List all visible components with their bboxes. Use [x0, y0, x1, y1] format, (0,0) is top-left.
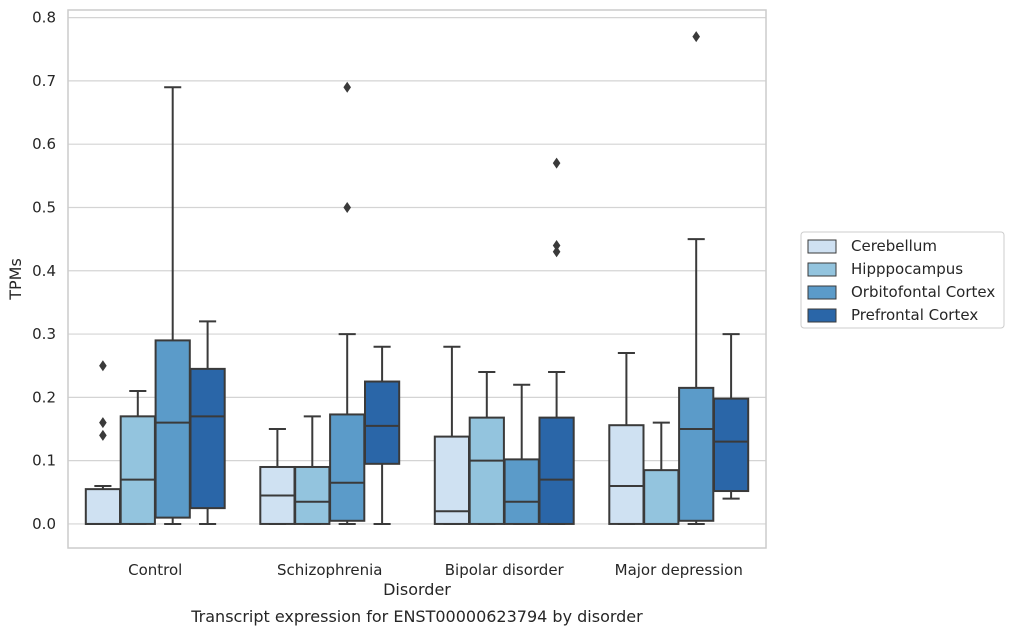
y-axis-title: TPMs — [6, 258, 25, 301]
box-group — [329, 81, 366, 525]
box-iqr — [154, 339, 191, 519]
box-group — [294, 415, 331, 525]
plot-frame — [67, 9, 767, 549]
outlier-point — [99, 360, 107, 372]
legend-label: Hipppocampus — [851, 260, 963, 278]
legend: Cerebellum Hipppocampus Orbitofontal Corte… — [800, 231, 1005, 329]
outlier-point — [343, 201, 351, 213]
box-group — [433, 345, 471, 525]
x-axis-title: Disorder — [383, 580, 451, 599]
box-iqr — [433, 435, 471, 525]
box-group — [608, 352, 645, 525]
y-tick-label: 0.8 — [32, 9, 56, 27]
y-tick-label: 0.5 — [32, 198, 56, 216]
y-tick-label: 0.4 — [32, 262, 56, 280]
x-tick-label: Control — [128, 561, 182, 579]
legend-label: Cerebellum — [851, 237, 937, 255]
y-tick-label: 0.7 — [32, 72, 56, 90]
legend-frame — [800, 231, 1005, 329]
y-tick-label: 0.0 — [32, 515, 56, 533]
box-group — [259, 428, 296, 525]
box-iqr — [678, 386, 715, 522]
box-group — [678, 31, 715, 525]
box-iqr — [712, 397, 750, 493]
legend-swatch — [807, 308, 837, 323]
box-group — [84, 360, 122, 525]
box-group — [154, 86, 191, 525]
box-group — [468, 371, 505, 525]
box-group — [119, 390, 156, 525]
box-iqr — [294, 465, 331, 525]
outlier-point — [99, 417, 107, 429]
outlier-point — [552, 157, 561, 169]
outlier-point — [692, 31, 700, 43]
legend-swatch — [807, 285, 837, 300]
box-iqr — [538, 416, 575, 525]
y-tick-label: 0.3 — [32, 325, 56, 343]
x-tick-label: Major depression — [615, 561, 743, 579]
y-tick-label: 0.6 — [32, 135, 56, 153]
box-iqr — [119, 415, 156, 525]
y-tick-label: 0.2 — [32, 388, 56, 406]
box-iqr — [643, 469, 680, 525]
outlier-point — [552, 246, 561, 258]
box-group — [712, 333, 750, 500]
box-group — [538, 157, 575, 525]
box-group — [643, 421, 680, 525]
legend-label: Orbitofontal Cortex — [851, 283, 995, 301]
legend-swatch — [807, 239, 837, 254]
x-tick-label: Schizophrenia — [277, 561, 382, 579]
box-group — [189, 320, 226, 525]
box-iqr — [468, 416, 505, 525]
box-iqr — [608, 424, 645, 525]
box-group — [363, 345, 401, 525]
outlier-point — [99, 429, 107, 441]
x-tick-label: Bipolar disorder — [445, 561, 565, 579]
y-tick-label: 0.1 — [32, 452, 56, 470]
legend-swatch — [807, 262, 837, 277]
box-iqr — [189, 367, 226, 510]
box-iqr — [363, 380, 401, 465]
box-iqr — [329, 413, 366, 522]
box-iqr — [503, 458, 540, 525]
box-iqr — [84, 488, 122, 525]
boxes — [84, 31, 750, 525]
x-axis-ticks: Control Schizophrenia Bipolar disorder Majo… — [128, 561, 743, 579]
legend-label: Prefrontal Cortex — [851, 306, 978, 324]
y-axis-ticks: 0.0 0.1 0.2 0.3 0.4 0.5 0.6 0.7 0.8 — [32, 9, 56, 533]
box-group — [503, 383, 540, 525]
chart-caption: Transcript expression for ENST0000062379… — [190, 607, 643, 626]
outlier-point — [343, 81, 351, 93]
outlier-point — [552, 239, 561, 251]
